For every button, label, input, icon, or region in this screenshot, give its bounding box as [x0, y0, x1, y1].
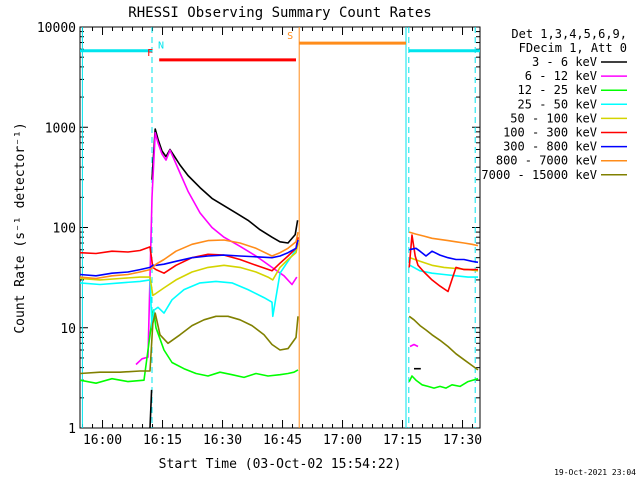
- x-tick-label: 17:15: [383, 433, 422, 448]
- legend-entry-label: 800 - 7000 keV: [496, 154, 597, 168]
- series-line: [408, 315, 479, 371]
- series-line: [79, 239, 299, 277]
- x-tick-label: 16:15: [143, 433, 182, 448]
- series-line: [79, 231, 299, 280]
- y-axis-label: Count Rate (s⁻¹ detector⁻¹): [13, 122, 28, 333]
- flag-label: S: [287, 31, 293, 42]
- plot-area: 1 10 100 1000 10000 16:00 16:15 16:30 16:45 17:00…: [37, 21, 482, 448]
- series-line: [408, 375, 479, 389]
- series-line: [79, 239, 299, 329]
- footer-timestamp: 19-Oct-2021 23:04: [554, 468, 636, 477]
- x-tick-label: 17:30: [443, 433, 482, 448]
- y-tick-label: 10000: [37, 21, 76, 36]
- chart-title: RHESSI Observing Summary Count Rates: [128, 5, 431, 21]
- plot-frame: [79, 26, 481, 429]
- legend-header: Det 1,3,4,5,6,9,: [511, 27, 627, 41]
- series-line: [151, 128, 299, 244]
- legend-entry-label: 100 - 300 keV: [503, 126, 597, 140]
- legend-entry-label: 25 - 50 keV: [518, 97, 597, 111]
- series-line: [79, 312, 299, 375]
- legend-entry-label: 6 - 12 keV: [525, 69, 597, 83]
- x-tick-label: 16:45: [263, 433, 302, 448]
- series-line: [409, 343, 419, 348]
- series-line: [408, 231, 479, 247]
- legend-entry-label: 12 - 25 keV: [518, 83, 597, 97]
- flag-label: N: [158, 41, 164, 52]
- y-tick-label: 1000: [45, 121, 76, 136]
- series-line: [79, 237, 299, 275]
- legend-entry-label: 50 - 100 keV: [510, 111, 597, 125]
- legend: Det 1,3,4,5,6,9,FDecim 1, Att 03 - 6 keV…: [481, 27, 627, 182]
- legend-header: FDecim 1, Att 0: [519, 41, 627, 55]
- legend-entry-label: 300 - 800 keV: [503, 140, 597, 154]
- series-line: [135, 132, 298, 366]
- legend-entry-label: 7000 - 15000 keV: [481, 168, 597, 182]
- x-axis-label: Start Time (03-Oct-02 15:54:22): [159, 457, 402, 472]
- series-line: [409, 247, 479, 264]
- y-tick-label: 1: [68, 422, 76, 437]
- series-line: [149, 389, 153, 429]
- flag-label: F: [147, 48, 153, 59]
- series-line: [409, 264, 478, 278]
- y-tick-label: 10: [60, 322, 76, 337]
- series-line: [79, 242, 299, 297]
- series-line: [408, 234, 478, 293]
- x-tick-label: 16:00: [83, 433, 122, 448]
- legend-entry-label: 3 - 6 keV: [532, 55, 597, 69]
- x-tick-label: 16:30: [203, 433, 242, 448]
- x-tick-label: 17:00: [323, 433, 362, 448]
- y-tick-label: 100: [53, 222, 76, 237]
- series-line: [79, 309, 299, 385]
